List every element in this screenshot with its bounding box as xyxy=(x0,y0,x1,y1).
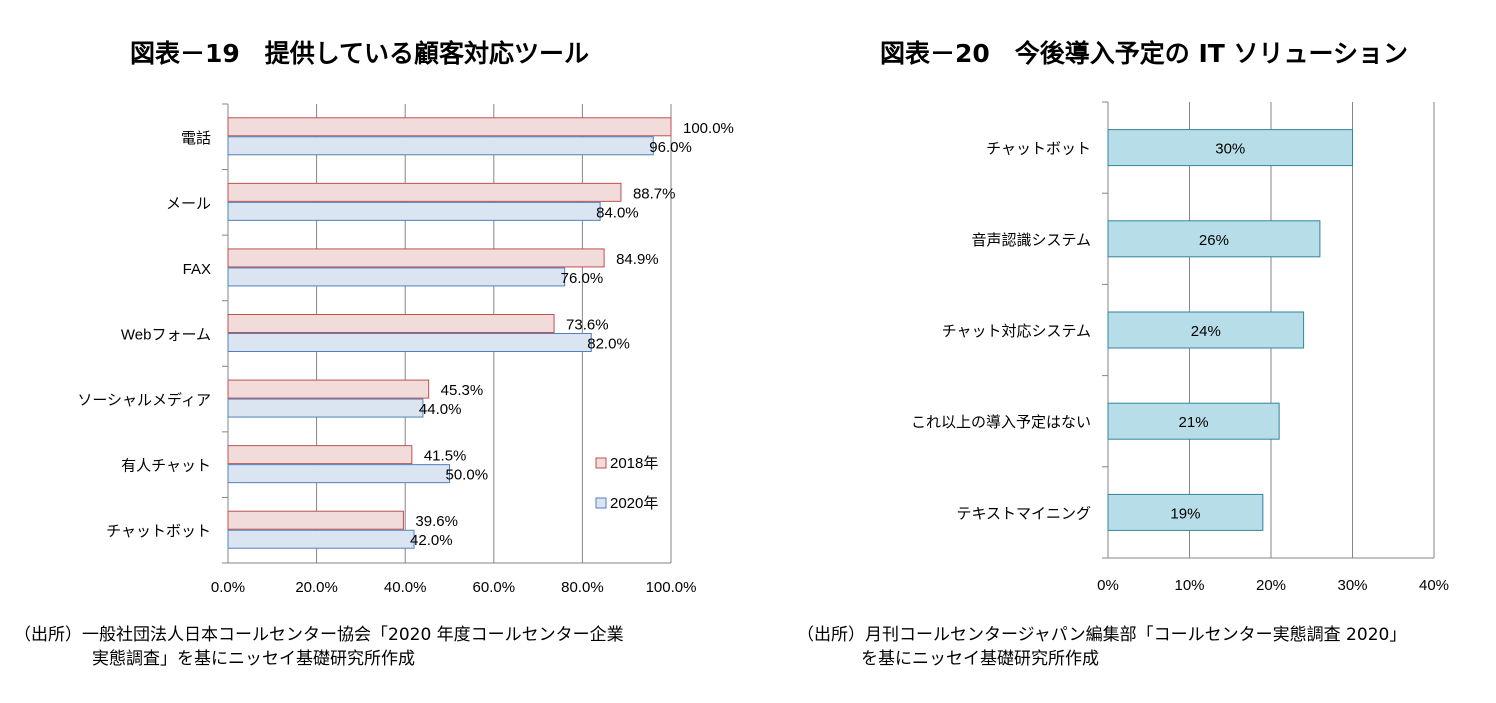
bar xyxy=(1107,311,1305,349)
chart-20-plot: 0% 10% 20% 30% 40% チャットボット 30% 音声認識システム 26% チャット対… xyxy=(911,101,1449,594)
data-label-2020: 44.0% xyxy=(419,401,462,418)
bar-2018 xyxy=(227,314,555,333)
data-label: 24% xyxy=(1191,323,1221,340)
data-label-2018: 39.6% xyxy=(415,513,458,530)
x-tick-label: 20.0% xyxy=(295,579,338,596)
category-label: ソーシャルメディア xyxy=(77,391,211,409)
data-label-2018: 88.7% xyxy=(633,185,676,202)
category-label: テキストマイニング xyxy=(956,505,1091,522)
data-label-2018: 73.6% xyxy=(566,317,609,334)
category-label: これ以上の導入予定はない xyxy=(911,414,1091,431)
data-label-2020: 76.0% xyxy=(561,270,604,287)
category-label: チャット対応システム xyxy=(942,323,1091,340)
x-tick-label: 0% xyxy=(1097,577,1119,594)
legend-swatch-2020 xyxy=(595,497,607,509)
bar xyxy=(1107,220,1321,258)
x-tick-label: 40% xyxy=(1419,577,1449,594)
chart-19-source-note: （出所）一般社団法人日本コールセンター協会「2020 年度コールセンター企業 実… xyxy=(14,623,624,671)
bar-2018 xyxy=(227,510,404,530)
bar xyxy=(1107,129,1353,167)
chart-19-source-line2: 実態調査」を基にニッセイ基礎研究所作成 xyxy=(92,649,415,669)
bar xyxy=(1107,493,1264,531)
chart-19-plot: 0.0% 20.0% 40.0% 60.0% 80.0% 100.0% 電話 100.0% 96… xyxy=(77,103,734,596)
category-label: Webフォーム xyxy=(121,327,211,344)
bar-2020 xyxy=(227,136,654,156)
bar-2018 xyxy=(227,182,622,202)
bar-2020 xyxy=(227,398,424,418)
chart-19-source-line1: （出所）一般社団法人日本コールセンター協会「2020 年度コールセンター企業 xyxy=(14,625,624,645)
category-label: メール xyxy=(166,195,211,212)
data-label-2020: 84.0% xyxy=(596,204,639,221)
data-label-2020: 96.0% xyxy=(649,139,692,156)
category-label: FAX xyxy=(183,261,211,278)
bar-2020 xyxy=(227,201,601,221)
x-tick-label: 100.0% xyxy=(646,579,697,596)
category-label: チャットボット xyxy=(106,523,211,540)
bar-2018 xyxy=(227,248,605,268)
data-label: 26% xyxy=(1199,232,1229,249)
chart-20-source-note: （出所）月刊コールセンタージャパン編集部「コールセンター実態調査 2020」 を… xyxy=(797,623,1406,671)
chart-19-title: 図表－19 提供している顧客対応ツール xyxy=(130,39,590,68)
category-label: 音声認識システム xyxy=(971,231,1091,249)
chart-20-title: 図表－20 今後導入予定の IT ソリューション xyxy=(880,39,1409,68)
chart-20-source-line2: を基にニッセイ基礎研究所作成 xyxy=(861,649,1099,669)
x-tick-label: 60.0% xyxy=(473,579,516,596)
data-label-2018: 41.5% xyxy=(424,448,467,465)
bar-2020 xyxy=(227,333,592,352)
chart-20-source-line1: （出所）月刊コールセンタージャパン編集部「コールセンター実態調査 2020」 xyxy=(797,625,1407,645)
category-label: チャットボット xyxy=(986,141,1091,158)
data-label-2020: 42.0% xyxy=(410,532,453,549)
data-label-2020: 50.0% xyxy=(446,467,489,484)
x-tick-label: 40.0% xyxy=(384,579,427,596)
category-label: 電話 xyxy=(181,130,211,147)
data-label-2018: 45.3% xyxy=(441,382,484,399)
data-label: 21% xyxy=(1179,414,1209,431)
bar-2018 xyxy=(227,117,672,137)
legend-label-2020: 2020年 xyxy=(610,495,658,512)
data-label-2018: 84.9% xyxy=(616,251,659,268)
bar xyxy=(1107,402,1280,440)
bar-2018 xyxy=(227,445,413,465)
bar-2020 xyxy=(227,267,566,287)
x-tick-label: 30% xyxy=(1337,577,1367,594)
category-label: 有人チャット xyxy=(121,458,211,475)
data-label: 19% xyxy=(1170,505,1200,522)
data-label-2018: 100.0% xyxy=(683,120,734,137)
x-tick-label: 80.0% xyxy=(561,579,604,596)
bar-2018 xyxy=(227,379,430,399)
data-label-2020: 82.0% xyxy=(587,336,630,353)
legend-label-2018: 2018年 xyxy=(610,455,658,472)
x-tick-label: 0.0% xyxy=(211,579,245,596)
x-tick-label: 10% xyxy=(1174,577,1204,594)
x-tick-label: 20% xyxy=(1256,577,1286,594)
bar-2020 xyxy=(227,464,450,484)
bar-2020 xyxy=(227,529,415,549)
legend-swatch-2018 xyxy=(595,457,607,469)
data-label: 30% xyxy=(1215,141,1245,158)
